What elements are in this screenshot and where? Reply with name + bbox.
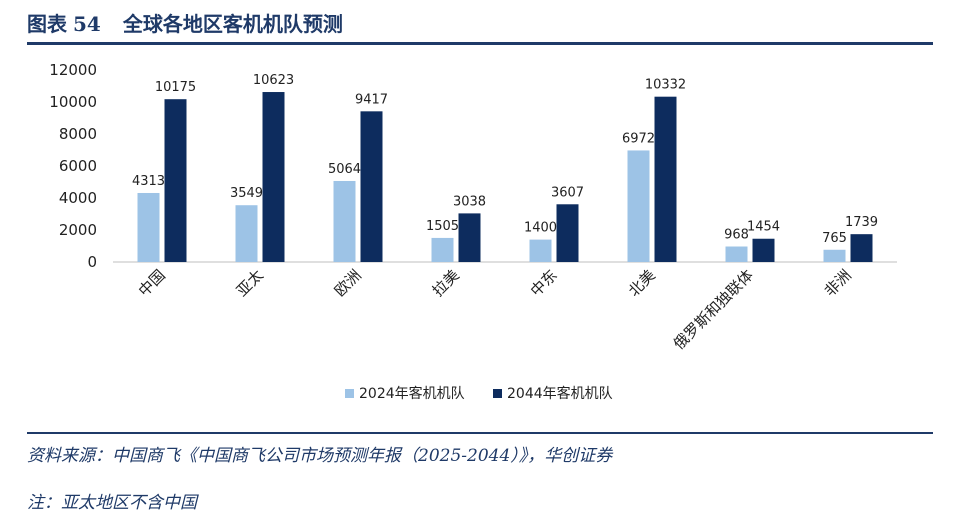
x-tick-label: 亚太 [233, 266, 267, 300]
data-label: 4313 [132, 174, 165, 189]
y-tick-label: 8000 [59, 125, 97, 143]
x-tick-label: 俄罗斯和独联体 [670, 266, 757, 353]
bar-2024 [236, 205, 258, 262]
data-label: 1400 [524, 221, 557, 236]
bar-2044 [263, 92, 285, 262]
note-text: 注：亚太地区不含中国 [27, 488, 197, 513]
legend-label: 2044年客机机队 [507, 385, 613, 402]
y-tick-label: 10000 [49, 93, 97, 111]
y-tick-label: 0 [87, 253, 97, 271]
data-label: 1505 [426, 219, 459, 234]
bar-2024 [824, 250, 846, 262]
data-label: 6972 [622, 131, 655, 146]
bar-2024 [138, 193, 160, 262]
x-tick-label: 中国 [135, 266, 169, 300]
y-tick-label: 6000 [59, 157, 97, 175]
y-tick-label: 2000 [59, 221, 97, 239]
data-label: 3038 [453, 194, 486, 209]
bar-2024 [628, 150, 650, 262]
bar-2044 [753, 239, 775, 262]
data-label: 1739 [845, 215, 878, 230]
y-tick-label: 12000 [49, 61, 97, 79]
bar-2044 [851, 234, 873, 262]
data-label: 3607 [551, 185, 584, 200]
bar-2044 [361, 111, 383, 262]
bar-2044 [165, 99, 187, 262]
source-text: 资料来源：中国商飞《中国商飞公司市场预测年报（2025-2044）》，华创证券 [27, 441, 612, 466]
bar-2024 [726, 247, 748, 262]
footer-rule [27, 432, 933, 434]
x-tick-label: 中东 [527, 266, 561, 300]
bar-2024 [432, 238, 454, 262]
x-tick-label: 拉美 [429, 266, 463, 300]
data-label: 968 [724, 228, 749, 243]
bar-2044 [655, 97, 677, 262]
x-tick-label: 非洲 [821, 266, 855, 300]
bar-2044 [557, 204, 579, 262]
data-label: 1454 [747, 220, 780, 235]
legend-label: 2024年客机机队 [359, 385, 465, 402]
data-label: 10175 [155, 80, 196, 95]
y-tick-label: 4000 [59, 189, 97, 207]
bar-2024 [530, 240, 552, 262]
legend-swatch-2024 [345, 389, 354, 398]
data-label: 9417 [355, 92, 388, 107]
bar-2024 [334, 181, 356, 262]
x-tick-label: 北美 [625, 266, 659, 300]
data-label: 10623 [253, 73, 294, 88]
bar-chart: 0 2000 4000 6000 8000 10000 12000 4313 10175 中国 35… [0, 0, 967, 430]
data-label: 5064 [328, 162, 361, 177]
data-label: 10332 [645, 78, 686, 93]
data-label: 765 [822, 231, 847, 246]
data-label: 3549 [230, 186, 263, 201]
legend-swatch-2044 [493, 389, 502, 398]
x-tick-label: 欧洲 [331, 266, 365, 300]
bar-2044 [459, 213, 481, 262]
